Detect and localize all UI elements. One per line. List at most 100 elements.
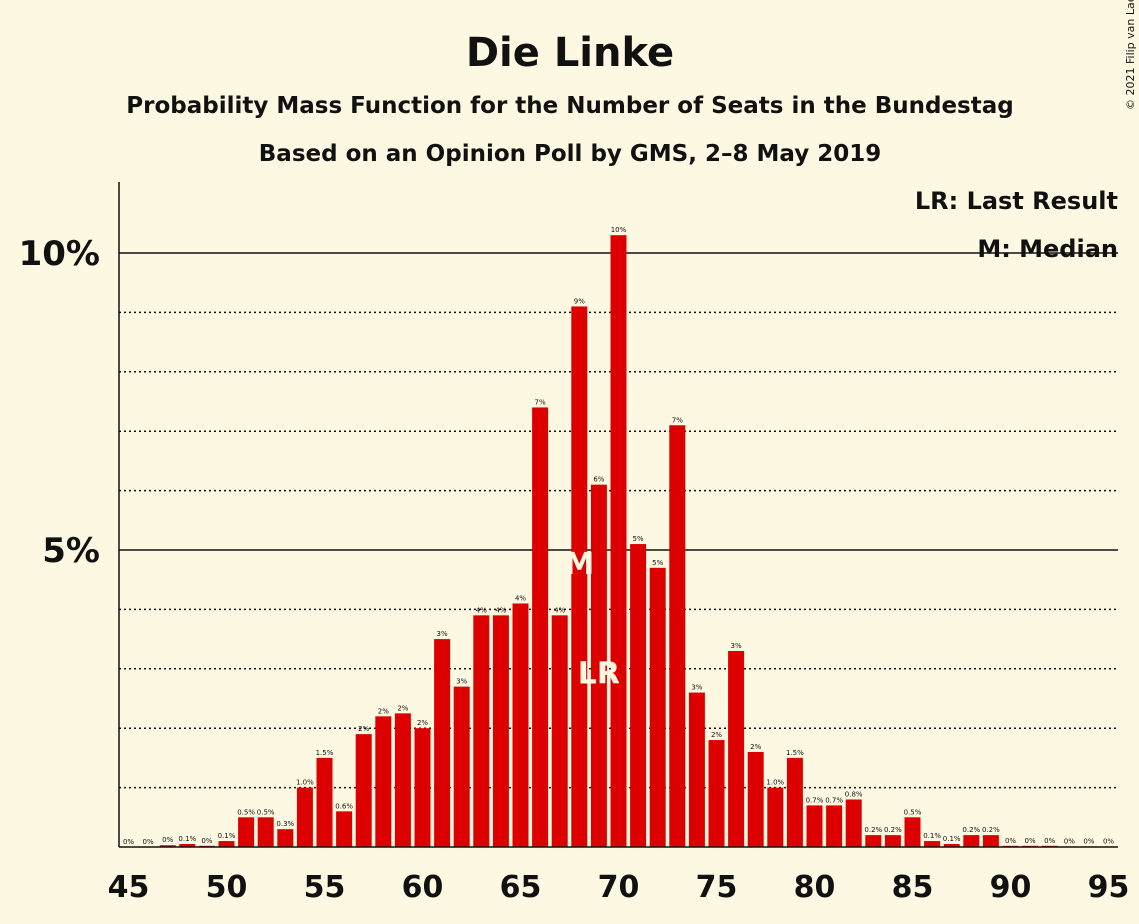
axes-group: 5% 10% 45 50 55 60 65 70 75 80 85 90 95 bbox=[19, 182, 1130, 905]
bar bbox=[669, 425, 686, 847]
bar bbox=[649, 567, 666, 847]
bar bbox=[238, 817, 255, 847]
bar-value-label: 0.5% bbox=[257, 808, 275, 816]
bar bbox=[512, 603, 529, 847]
x-tick-label: 55 bbox=[304, 870, 346, 905]
bar-value-label: 0% bbox=[201, 837, 212, 845]
bar bbox=[159, 845, 176, 847]
bar-value-label: 0.5% bbox=[904, 808, 922, 816]
bar bbox=[473, 615, 490, 847]
bar-value-label: 1.5% bbox=[316, 749, 334, 757]
bar-value-label: 2% bbox=[397, 704, 408, 712]
bar bbox=[434, 639, 451, 847]
bar-value-label: 1.0% bbox=[766, 779, 784, 787]
bar-value-label: 0.1% bbox=[178, 835, 196, 843]
bar-value-label: 3% bbox=[731, 642, 742, 650]
bar bbox=[610, 235, 627, 847]
bar bbox=[590, 484, 607, 847]
bar-value-label: 0.7% bbox=[825, 796, 843, 804]
y-tick-label: 5% bbox=[42, 531, 100, 571]
bar bbox=[336, 811, 353, 847]
bar bbox=[845, 799, 862, 847]
bar-value-label: 0% bbox=[1044, 837, 1055, 845]
x-tick-label: 50 bbox=[206, 870, 248, 905]
bar bbox=[257, 817, 274, 847]
bar-value-label: 6% bbox=[593, 476, 604, 484]
bar bbox=[414, 728, 431, 847]
markers-group: M LR bbox=[564, 547, 620, 692]
bar bbox=[551, 615, 568, 847]
bar-value-label: 4% bbox=[476, 606, 487, 614]
bar-value-label: 2% bbox=[750, 743, 761, 751]
bar-value-label: 0% bbox=[1005, 837, 1016, 845]
bar-value-label: 3% bbox=[437, 630, 448, 638]
bar bbox=[904, 817, 921, 847]
bar-value-label: 2% bbox=[711, 731, 722, 739]
x-tick-label: 95 bbox=[1088, 870, 1130, 905]
bar-value-label: 0.3% bbox=[276, 820, 294, 828]
bar bbox=[453, 686, 470, 847]
bar-value-label: 0% bbox=[143, 838, 154, 846]
bar bbox=[865, 835, 882, 847]
bar bbox=[826, 805, 843, 847]
bar-value-label: 0% bbox=[1064, 837, 1075, 845]
bar bbox=[179, 844, 196, 847]
legend-median: M: Median bbox=[977, 235, 1118, 263]
bar-labels-group: 0% 0% 0% 0.1% 0%0.1%0.5% 0.5%0.3%1.0%1.5%0.6%… bbox=[123, 226, 1114, 846]
bar-value-label: 0.2% bbox=[864, 826, 882, 834]
bar-value-label: 0.6% bbox=[335, 802, 353, 810]
x-tick-label: 80 bbox=[794, 870, 836, 905]
x-tick-label: 60 bbox=[402, 870, 444, 905]
bar bbox=[982, 835, 999, 847]
x-tick-label: 85 bbox=[892, 870, 934, 905]
bar-value-label: 9% bbox=[574, 297, 585, 305]
bar bbox=[728, 650, 745, 847]
bar-value-label: 0% bbox=[1103, 837, 1114, 845]
median-marker: M bbox=[564, 547, 594, 582]
y-tick-label: 10% bbox=[19, 234, 100, 274]
bar-value-label: 5% bbox=[652, 559, 663, 567]
bar-value-label: 3% bbox=[691, 684, 702, 692]
bar bbox=[943, 844, 960, 847]
bar-value-label: 0% bbox=[162, 836, 173, 844]
bar-value-label: 4% bbox=[495, 606, 506, 614]
bar bbox=[767, 787, 784, 847]
bar bbox=[688, 692, 705, 847]
bar-value-label: 0.1% bbox=[923, 832, 941, 840]
bar-value-label: 1.0% bbox=[296, 779, 314, 787]
last-result-marker: LR bbox=[578, 657, 620, 692]
bar bbox=[963, 835, 980, 847]
bar bbox=[218, 841, 235, 847]
bar-value-label: 0% bbox=[1025, 837, 1036, 845]
bar bbox=[747, 751, 764, 847]
legend-last-result: LR: Last Result bbox=[915, 187, 1118, 215]
chart-subtitle-source: Based on an Opinion Poll by GMS, 2–8 May… bbox=[259, 141, 881, 167]
bar-value-label: 0.5% bbox=[237, 808, 255, 816]
bar-value-label: 5% bbox=[633, 535, 644, 543]
bar-value-label: 10% bbox=[611, 226, 627, 234]
bar-value-label: 3% bbox=[456, 678, 467, 686]
x-tick-label: 70 bbox=[598, 870, 640, 905]
bar bbox=[571, 306, 588, 848]
bar-value-label: 1.5% bbox=[786, 749, 804, 757]
bar-value-label: 0.1% bbox=[943, 835, 961, 843]
chart-title: Die Linke bbox=[466, 30, 674, 76]
bar-value-label: 0.2% bbox=[962, 826, 980, 834]
bar bbox=[394, 713, 411, 847]
bar bbox=[316, 757, 333, 847]
x-tick-label: 65 bbox=[500, 870, 542, 905]
bars-group bbox=[159, 235, 1117, 848]
bar bbox=[884, 835, 901, 847]
bar bbox=[532, 407, 549, 847]
x-tick-label: 45 bbox=[108, 870, 150, 905]
bar bbox=[277, 829, 294, 847]
bar-value-label: 2% bbox=[417, 719, 428, 727]
bar bbox=[355, 734, 372, 847]
bar-value-label: 0.2% bbox=[982, 826, 1000, 834]
bar bbox=[296, 787, 313, 847]
bar-value-label: 4% bbox=[554, 606, 565, 614]
bar-value-label: 2% bbox=[358, 725, 369, 733]
bar bbox=[708, 740, 725, 847]
bar-value-label: 7% bbox=[672, 416, 683, 424]
